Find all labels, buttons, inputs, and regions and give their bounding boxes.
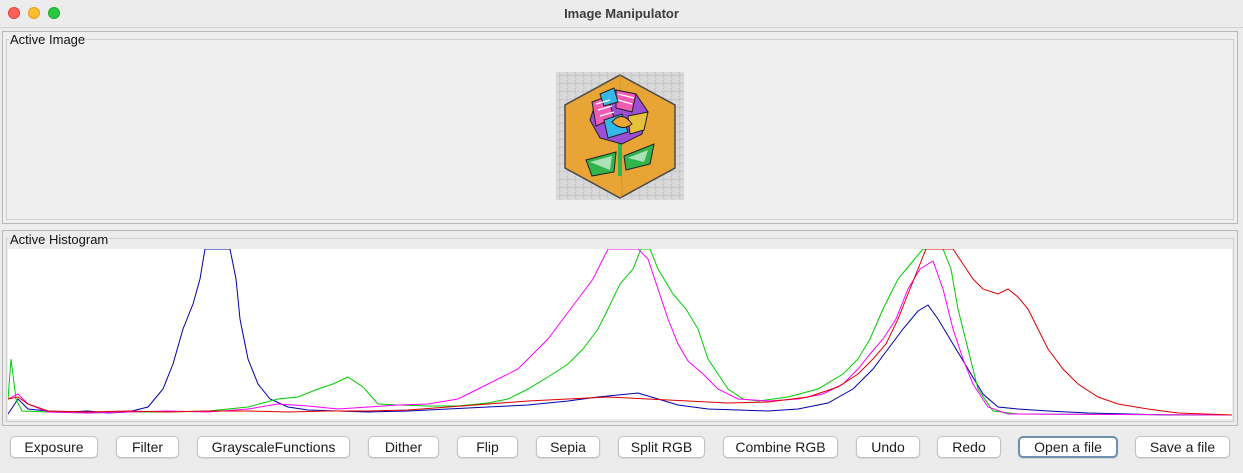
redo-button[interactable]: Redo <box>937 436 1001 458</box>
window-titlebar: Image Manipulator <box>0 0 1243 28</box>
active-image-label: Active Image <box>9 32 87 47</box>
histogram-red-line <box>8 249 1232 416</box>
dither-button[interactable]: Dither <box>368 436 439 458</box>
zoom-window-button[interactable] <box>48 7 60 19</box>
save-file-button[interactable]: Save a file <box>1135 436 1230 458</box>
histogram-green-line <box>8 249 1232 416</box>
close-window-button[interactable] <box>8 7 20 19</box>
sepia-button[interactable]: Sepia <box>536 436 600 458</box>
combine-rgb-button[interactable]: Combine RGB <box>723 436 838 458</box>
image-thumbnail <box>556 72 684 200</box>
minimize-window-button[interactable] <box>28 7 40 19</box>
active-histogram-label: Active Histogram <box>9 232 110 247</box>
filter-button[interactable]: Filter <box>116 436 179 458</box>
histogram-magenta-line <box>8 249 1232 416</box>
split-rgb-button[interactable]: Split RGB <box>618 436 705 458</box>
histogram-blue-line <box>8 249 1232 416</box>
button-toolbar: Exposure Filter GrayscaleFunctions Dither Fl… <box>0 436 1243 460</box>
flip-button[interactable]: Flip <box>457 436 518 458</box>
active-histogram-border <box>6 238 1234 422</box>
exposure-button[interactable]: Exposure <box>10 436 98 458</box>
active-image-panel: Active Image <box>2 31 1238 224</box>
histogram-chart <box>8 249 1232 419</box>
window-title: Image Manipulator <box>564 6 679 21</box>
active-image-border <box>6 39 1234 220</box>
open-file-button[interactable]: Open a file <box>1018 436 1118 458</box>
undo-button[interactable]: Undo <box>856 436 920 458</box>
grayscale-button[interactable]: GrayscaleFunctions <box>197 436 350 458</box>
active-histogram-panel: Active Histogram <box>2 230 1238 426</box>
